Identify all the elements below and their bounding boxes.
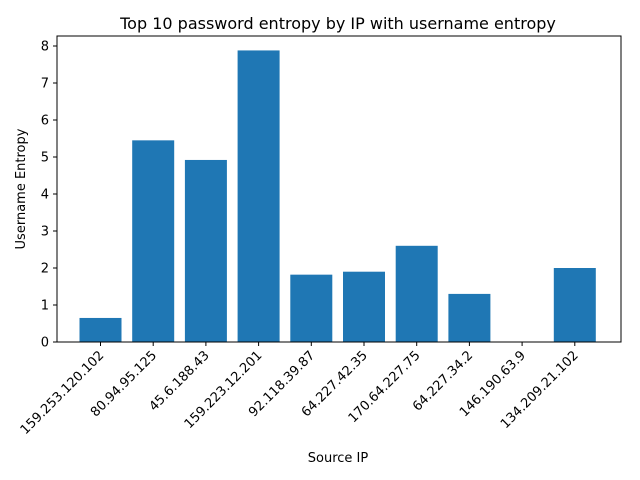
bar-8: [448, 293, 491, 342]
plot-frame: [56, 35, 622, 343]
y-tick-label: 4: [41, 187, 49, 202]
y-tick-label: 7: [41, 76, 49, 91]
x-axis-label: Source IP: [308, 451, 369, 466]
bar-6: [343, 271, 385, 342]
bars-group: [79, 50, 596, 343]
bar-4: [237, 50, 280, 343]
chart-title: Top 10 password entropy by IP with usern…: [119, 14, 556, 33]
y-tick-label: 6: [41, 113, 49, 128]
y-tick-label: 2: [41, 261, 49, 276]
y-tick-label: 1: [41, 298, 49, 313]
bar-3: [184, 159, 227, 342]
y-tick-label: 3: [41, 224, 49, 239]
bar-10: [553, 268, 596, 342]
y-tick-label: 5: [41, 150, 49, 165]
y-axis-label: Username Entropy: [14, 128, 29, 249]
bar-5: [290, 274, 333, 342]
bar-7: [395, 245, 438, 342]
bar-2: [132, 140, 175, 342]
y-axis-ticks: 0 1 2 3 4 5 6 7 8: [41, 39, 57, 351]
y-tick-label: 0: [41, 336, 49, 351]
bar-1: [79, 317, 122, 342]
y-tick-label: 8: [41, 39, 49, 54]
